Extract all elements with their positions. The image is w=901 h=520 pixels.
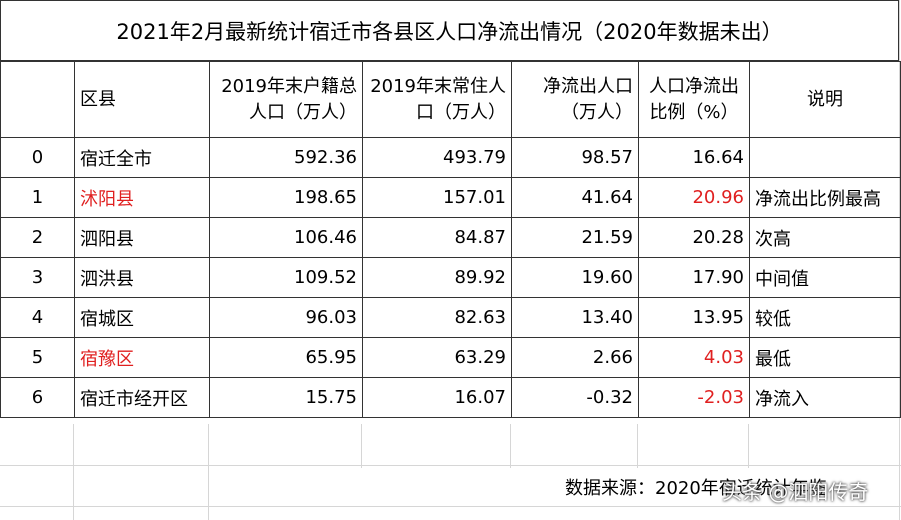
table-cell: 198.65	[209, 177, 363, 218]
table-cell: 1	[0, 177, 75, 218]
table-cell: -2.03	[638, 377, 750, 418]
table-row: 5 宿豫区 65.95 63.29 2.66 4.03 最低	[0, 337, 901, 378]
table-row: 2 泗阳县 106.46 84.87 21.59 20.28 次高	[0, 217, 901, 258]
table-cell: 20.96	[638, 177, 750, 218]
table-cell: 4.03	[638, 337, 750, 378]
table-cell: 20.28	[638, 217, 750, 258]
table-cell: 宿迁市经开区	[74, 377, 210, 418]
table-cell: 16.07	[362, 377, 512, 418]
table-cell: 157.01	[362, 177, 512, 218]
table-cell: 净流入	[749, 377, 901, 418]
table-row: 4 宿城区 96.03 82.63 13.40 13.95 较低	[0, 297, 901, 338]
watermark: 头条 @泗阳传奇	[722, 480, 869, 504]
table-cell: 19.60	[511, 257, 639, 298]
table-cell: 宿豫区	[74, 337, 210, 378]
table-cell: 109.52	[209, 257, 363, 298]
table-cell: 6	[0, 377, 75, 418]
table-cell: 较低	[749, 297, 901, 338]
table-cell: 泗洪县	[74, 257, 210, 298]
table-cell: 592.36	[209, 137, 363, 178]
header-cell: 2019年末户籍总 人口（万人）	[209, 61, 363, 138]
table-cell: 21.59	[511, 217, 639, 258]
table-cell: 84.87	[362, 217, 512, 258]
table-cell: 最低	[749, 337, 901, 378]
table-cell: 2.66	[511, 337, 639, 378]
data-table: 区县 2019年末户籍总 人口（万人） 2019年末常住人 口（万人） 净流出人口 （…	[0, 61, 901, 418]
header-cell: 2019年末常住人 口（万人）	[362, 61, 512, 138]
source-note: 数据来源：2020年宿迁统计年鉴	[565, 478, 827, 499]
header-cell: 说明	[749, 61, 901, 138]
table-cell: 次高	[749, 217, 901, 258]
table-cell: 96.03	[209, 297, 363, 338]
table-cell: 15.75	[209, 377, 363, 418]
table-cell: 63.29	[362, 337, 512, 378]
table-cell: 41.64	[511, 177, 639, 218]
header-cell: 净流出人口 （万人）	[511, 61, 639, 138]
table-cell: 宿迁全市	[74, 137, 210, 178]
table-cell	[749, 137, 901, 178]
header-cell: 区县	[74, 61, 210, 138]
table-row: 0 宿迁全市 592.36 493.79 98.57 16.64	[0, 137, 901, 178]
table-cell: 17.90	[638, 257, 750, 298]
table-cell: 5	[0, 337, 75, 378]
table-cell: 净流出比例最高	[749, 177, 901, 218]
table-cell: 沭阳县	[74, 177, 210, 218]
table-row: 1 沭阳县 198.65 157.01 41.64 20.96 净流出比例最高	[0, 177, 901, 218]
header-cell: 人口净流出 比例（%）	[638, 61, 750, 138]
table-cell: 13.95	[638, 297, 750, 338]
title: 2021年2月最新统计宿迁市各县区人口净流出情况（2020年数据未出）	[0, 0, 899, 61]
table-cell: 2	[0, 217, 75, 258]
table-cell: 493.79	[362, 137, 512, 178]
table-cell: 宿城区	[74, 297, 210, 338]
table-cell: 106.46	[209, 217, 363, 258]
table-cell: 65.95	[209, 337, 363, 378]
table-cell: 13.40	[511, 297, 639, 338]
table-cell: 82.63	[362, 297, 512, 338]
table-cell: 3	[0, 257, 75, 298]
table-cell: 16.64	[638, 137, 750, 178]
table-cell: 泗阳县	[74, 217, 210, 258]
table-cell: 中间值	[749, 257, 901, 298]
header-row: 区县 2019年末户籍总 人口（万人） 2019年末常住人 口（万人） 净流出人口 （…	[0, 61, 901, 138]
table-cell: 4	[0, 297, 75, 338]
table-row: 3 泗洪县 109.52 89.92 19.60 17.90 中间值	[0, 257, 901, 298]
table-cell: 98.57	[511, 137, 639, 178]
table-cell: 0	[0, 137, 75, 178]
table-row: 6 宿迁市经开区 15.75 16.07 -0.32 -2.03 净流入	[0, 377, 901, 418]
table-cell: 89.92	[362, 257, 512, 298]
header-cell	[0, 61, 75, 138]
table-cell: -0.32	[511, 377, 639, 418]
